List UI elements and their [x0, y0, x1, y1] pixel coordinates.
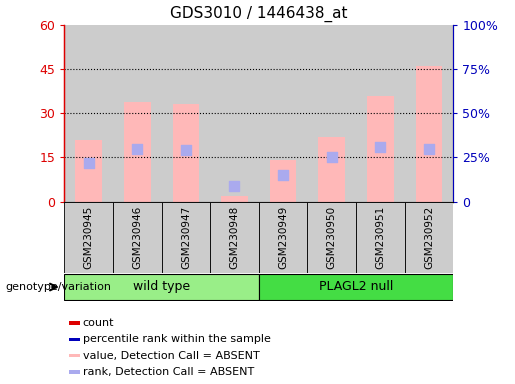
Point — [230, 183, 238, 189]
Bar — [405, 202, 453, 273]
Text: value, Detection Call = ABSENT: value, Detection Call = ABSENT — [82, 351, 259, 361]
Text: genotype/variation: genotype/variation — [5, 282, 111, 292]
Title: GDS3010 / 1446438_at: GDS3010 / 1446438_at — [170, 6, 348, 22]
Point — [376, 144, 384, 150]
Bar — [210, 25, 259, 202]
Text: GSM230950: GSM230950 — [327, 205, 337, 269]
Bar — [405, 25, 453, 202]
Bar — [68, 370, 80, 374]
Bar — [307, 202, 356, 273]
Bar — [259, 274, 453, 300]
Point — [328, 154, 336, 161]
Bar — [259, 202, 307, 273]
Bar — [318, 137, 345, 202]
Bar — [173, 104, 199, 202]
Text: count: count — [82, 318, 114, 328]
Text: GSM230946: GSM230946 — [132, 205, 142, 269]
Bar — [221, 196, 248, 202]
Point — [279, 172, 287, 178]
Bar — [356, 202, 405, 273]
Text: GSM230947: GSM230947 — [181, 205, 191, 269]
Text: percentile rank within the sample: percentile rank within the sample — [82, 334, 270, 344]
Bar — [259, 25, 307, 202]
Text: wild type: wild type — [133, 280, 190, 293]
Bar — [68, 321, 80, 325]
Text: GSM230952: GSM230952 — [424, 205, 434, 269]
Bar — [162, 202, 210, 273]
Bar — [270, 161, 297, 202]
Bar — [307, 25, 356, 202]
Text: GSM230948: GSM230948 — [230, 205, 239, 269]
Text: GSM230949: GSM230949 — [278, 205, 288, 269]
Point — [425, 146, 433, 152]
Text: GSM230945: GSM230945 — [83, 205, 94, 269]
Bar — [75, 140, 102, 202]
Bar — [113, 202, 162, 273]
Text: rank, Detection Call = ABSENT: rank, Detection Call = ABSENT — [82, 367, 254, 377]
Bar — [416, 66, 442, 202]
Text: GSM230951: GSM230951 — [375, 205, 385, 269]
Bar — [124, 101, 151, 202]
Bar — [356, 25, 405, 202]
Bar — [367, 96, 393, 202]
Bar — [113, 25, 162, 202]
Bar — [162, 25, 210, 202]
Bar — [68, 354, 80, 358]
Point — [133, 146, 142, 152]
Bar — [64, 25, 113, 202]
Bar — [210, 202, 259, 273]
Bar — [64, 202, 113, 273]
Bar — [68, 338, 80, 341]
Bar — [64, 274, 259, 300]
Text: PLAGL2 null: PLAGL2 null — [319, 280, 393, 293]
Point — [84, 160, 93, 166]
Point — [182, 147, 190, 154]
